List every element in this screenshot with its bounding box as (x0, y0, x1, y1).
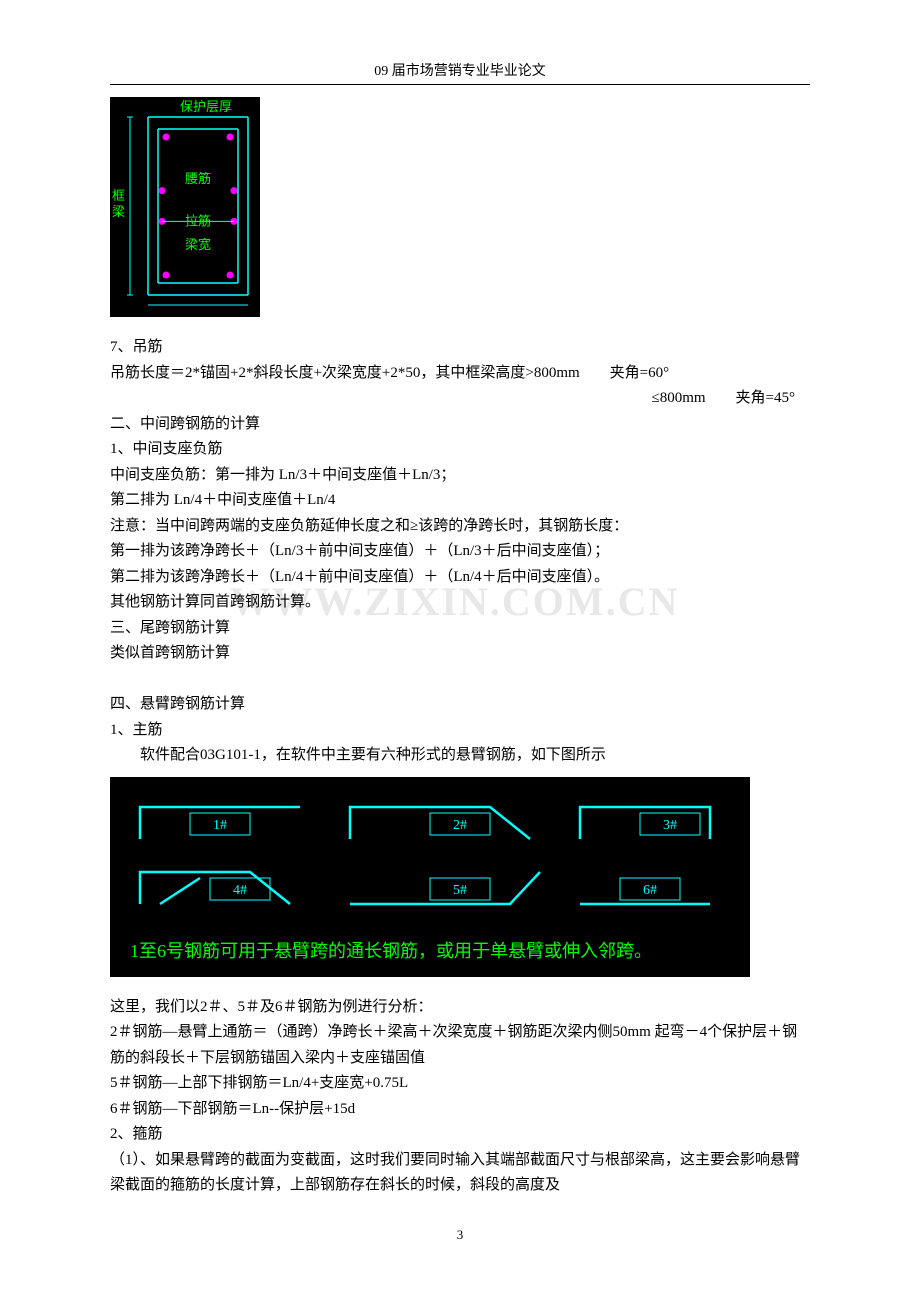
sec7-l1: 吊筋长度＝2*锚固+2*斜段长度+次梁宽度+2*50，其中框梁高度>800mm … (110, 361, 810, 387)
mid-t3: 中间支座负筋：第一排为 Ln/3＋中间支座值＋Ln/3； (110, 463, 810, 489)
svg-text:框: 框 (112, 188, 125, 203)
s4-t1: 四、悬臂跨钢筋计算 (110, 692, 810, 718)
tail-t4: 6＃钢筋—下部钢筋＝Ln--保护层+15d (110, 1097, 810, 1123)
mid-t5: 注意：当中间跨两端的支座负筋延伸长度之和≥该跨的净跨长时，其钢筋长度： (110, 514, 810, 540)
svg-text:梁: 梁 (112, 204, 125, 219)
mid-t9: 三、尾跨钢筋计算 (110, 616, 810, 642)
tail-t6: （1）、如果悬臂跨的截面为变截面，这时我们要同时输入其端部截面尺寸与根部梁高，这… (110, 1148, 810, 1199)
svg-text:4#: 4# (233, 883, 247, 898)
tail-t1: 这里，我们以2＃、5＃及6＃钢筋为例进行分析： (110, 995, 810, 1021)
s4-t2: 1、主筋 (110, 718, 810, 744)
svg-text:梁宽: 梁宽 (185, 237, 211, 252)
page-header-title: 09 届市场营销专业毕业论文 (110, 60, 810, 80)
svg-text:拉筋: 拉筋 (185, 213, 211, 228)
sec7-title: 7、吊筋 (110, 335, 810, 361)
header-divider (110, 84, 810, 85)
svg-text:3#: 3# (663, 818, 677, 833)
mid-t4: 第二排为 Ln/4＋中间支座值＋Ln/4 (110, 488, 810, 514)
mid-t2: 1、中间支座负筋 (110, 437, 810, 463)
sec7-l2: ≤800mm 夹角=45° (110, 386, 810, 412)
svg-text:腰筋: 腰筋 (185, 171, 211, 186)
mid-t8: 其他钢筋计算同首跨钢筋计算。 (110, 590, 810, 616)
mid-t1: 二、中间跨钢筋的计算 (110, 412, 810, 438)
mid-t6: 第一排为该跨净跨长＋（Ln/3＋前中间支座值）＋（Ln/3＋后中间支座值）； (110, 539, 810, 565)
svg-text:6#: 6# (643, 883, 657, 898)
page-number: 3 (110, 1227, 810, 1243)
svg-text:1#: 1# (213, 818, 227, 833)
svg-text:2#: 2# (453, 818, 467, 833)
cantilever-rebar-diagram: 1# 2# 3# 4# 5# 6# 1至6号钢筋可用于悬臂跨的通长钢筋，或用于单悬臂或伸入邻… (110, 777, 750, 977)
svg-text:保护层厚: 保护层厚 (180, 99, 232, 114)
s4-t3: 软件配合03G101-1，在软件中主要有六种形式的悬臂钢筋，如下图所示 (110, 743, 810, 769)
tail-t3: 5＃钢筋—上部下排钢筋＝Ln/4+支座宽+0.75L (110, 1071, 810, 1097)
mid-t10: 类似首跨钢筋计算 (110, 641, 810, 667)
svg-text:1至6号钢筋可用于悬臂跨的通长钢筋，或用于单悬臂或伸入邻跨。: 1至6号钢筋可用于悬臂跨的通长钢筋，或用于单悬臂或伸入邻跨。 (130, 941, 652, 961)
svg-text:5#: 5# (453, 883, 467, 898)
beam-section-diagram: 保护层厚腰筋拉筋梁宽 框梁 (110, 97, 260, 317)
tail-t2: 2＃钢筋—悬臂上通筋＝（通跨）净跨长＋梁高＋次梁宽度＋钢筋距次梁内侧50mm 起… (110, 1020, 810, 1071)
tail-t5: 2、箍筋 (110, 1122, 810, 1148)
